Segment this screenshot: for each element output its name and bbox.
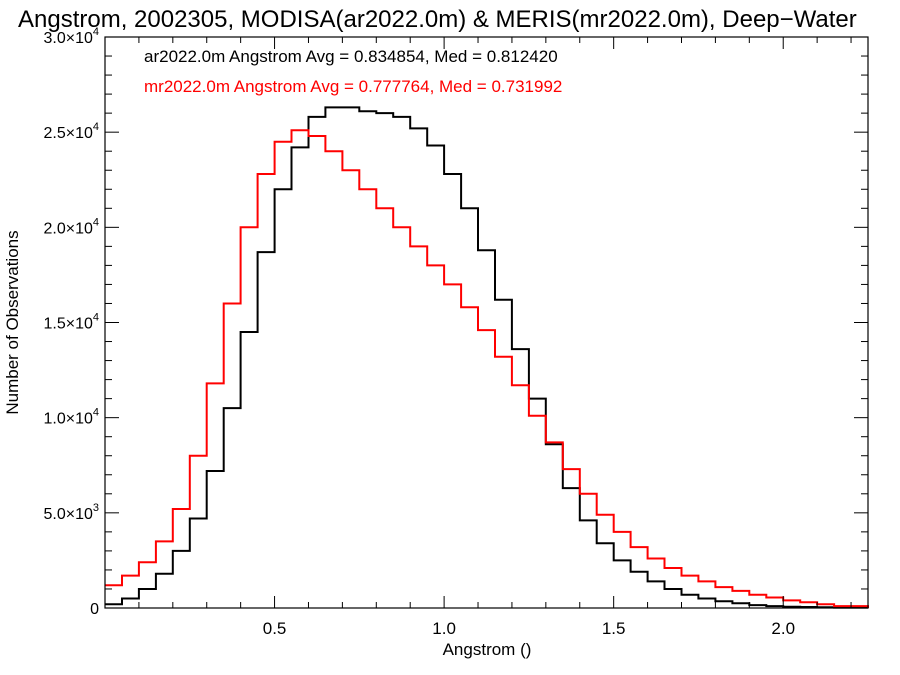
y-tick-label: 5.0×103: [43, 502, 99, 523]
x-tick-label: 1.5: [602, 619, 626, 638]
series-line-1: [105, 129, 869, 608]
series-layer: [105, 106, 869, 609]
chart-title: Angstrom, 2002305, MODISA(ar2022.0m) & M…: [18, 6, 857, 33]
x-axis-label: Angstrom (): [443, 640, 532, 659]
y-tick-label: 2.0×104: [43, 216, 99, 237]
series-line-0: [105, 106, 869, 609]
y-tick-label: 1.0×104: [43, 407, 99, 428]
y-tick-label: 3.0×104: [43, 26, 99, 47]
x-tick-label: 0.5: [263, 619, 287, 638]
axes-layer: 0.5 1.0 1.5 2.0 0 5.0×103 1.0×104 1.5×104 2.0×10…: [43, 26, 869, 638]
plot-frame: [104, 36, 869, 609]
legend-entry-mr2022: mr2022.0m Angstrom Avg = 0.777764, Med =…: [144, 77, 562, 96]
y-tick-label: 1.5×104: [43, 312, 99, 333]
legend-entry-ar2022: ar2022.0m Angstrom Avg = 0.834854, Med =…: [144, 47, 558, 66]
y-tick-label: 0: [90, 601, 99, 618]
x-tick-label: 2.0: [771, 619, 795, 638]
y-tick-label: 2.5×104: [43, 121, 99, 142]
x-tick-label: 1.0: [432, 619, 456, 638]
y-axis-label: Number of Observations: [3, 230, 22, 414]
